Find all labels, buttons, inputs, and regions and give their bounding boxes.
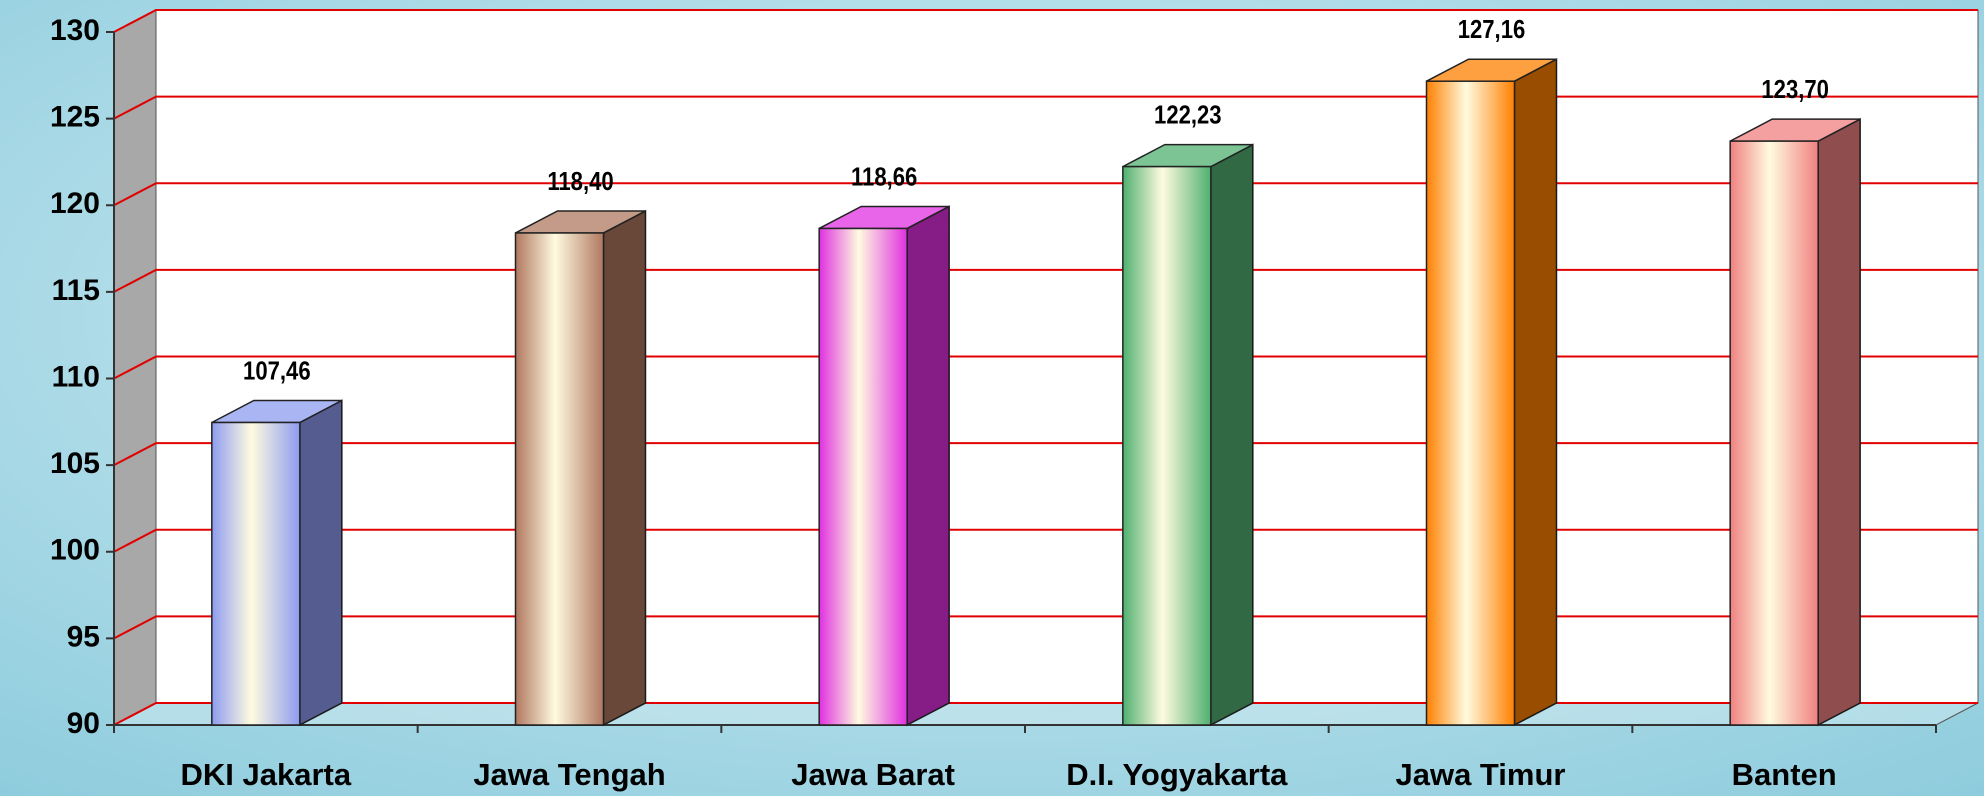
floor bbox=[113, 702, 1979, 726]
bar-side-shade bbox=[1818, 119, 1861, 725]
y-tick-label: 90 bbox=[67, 707, 100, 740]
value-label: 127,16 bbox=[1458, 15, 1526, 44]
value-label: 122,23 bbox=[1154, 101, 1222, 130]
bar-group bbox=[211, 399, 343, 727]
value-label: 107,46 bbox=[243, 357, 311, 386]
grid-line bbox=[113, 528, 1978, 553]
grid-line bbox=[113, 268, 1978, 293]
grid-line bbox=[113, 702, 1978, 726]
bar-group bbox=[1729, 117, 1861, 727]
x-tick-label: Jawa Tengah bbox=[473, 757, 665, 792]
bar-group bbox=[1122, 143, 1254, 727]
bar-side-shade bbox=[907, 206, 950, 725]
bar-side-shade bbox=[603, 210, 646, 726]
y-tick-label: 125 bbox=[50, 101, 100, 134]
bar-group bbox=[514, 209, 647, 727]
bar bbox=[818, 227, 908, 726]
bar bbox=[211, 421, 301, 726]
bar bbox=[514, 232, 605, 726]
bar bbox=[1425, 80, 1516, 726]
x-tick-label: Jawa Timur bbox=[1395, 757, 1565, 792]
x-tick-label: D.I. Yogyakarta bbox=[1066, 757, 1288, 792]
grid-line bbox=[113, 615, 1978, 640]
bar-side-shade bbox=[1514, 59, 1557, 725]
y-tick-label: 110 bbox=[52, 360, 100, 393]
x-tick-label: DKI Jakarta bbox=[181, 757, 352, 792]
bar bbox=[1729, 140, 1819, 726]
grid-line bbox=[113, 442, 1978, 467]
grid-line bbox=[113, 95, 1978, 120]
grid-line bbox=[113, 9, 1978, 33]
y-tick-label: 130 bbox=[50, 14, 100, 47]
value-label: 118,40 bbox=[547, 167, 613, 196]
value-label: 118,66 bbox=[851, 163, 917, 192]
bar-group bbox=[818, 205, 950, 727]
y-tick-label: 115 bbox=[52, 274, 100, 307]
bar bbox=[1122, 165, 1212, 726]
y-tick-label: 100 bbox=[50, 534, 100, 567]
y-tick-label: 120 bbox=[50, 187, 100, 220]
bar-side-shade bbox=[299, 400, 342, 725]
value-label: 123,70 bbox=[1761, 75, 1829, 104]
y-tick-label: 105 bbox=[50, 447, 100, 480]
bar-side-shade bbox=[1210, 144, 1253, 726]
y-tick-label: 95 bbox=[67, 620, 100, 653]
bar-group bbox=[1425, 57, 1558, 727]
x-tick-label: Jawa Barat bbox=[791, 757, 955, 792]
grid-line bbox=[113, 355, 1978, 380]
grid-line bbox=[113, 182, 1978, 207]
x-tick-label: Banten bbox=[1732, 757, 1837, 792]
